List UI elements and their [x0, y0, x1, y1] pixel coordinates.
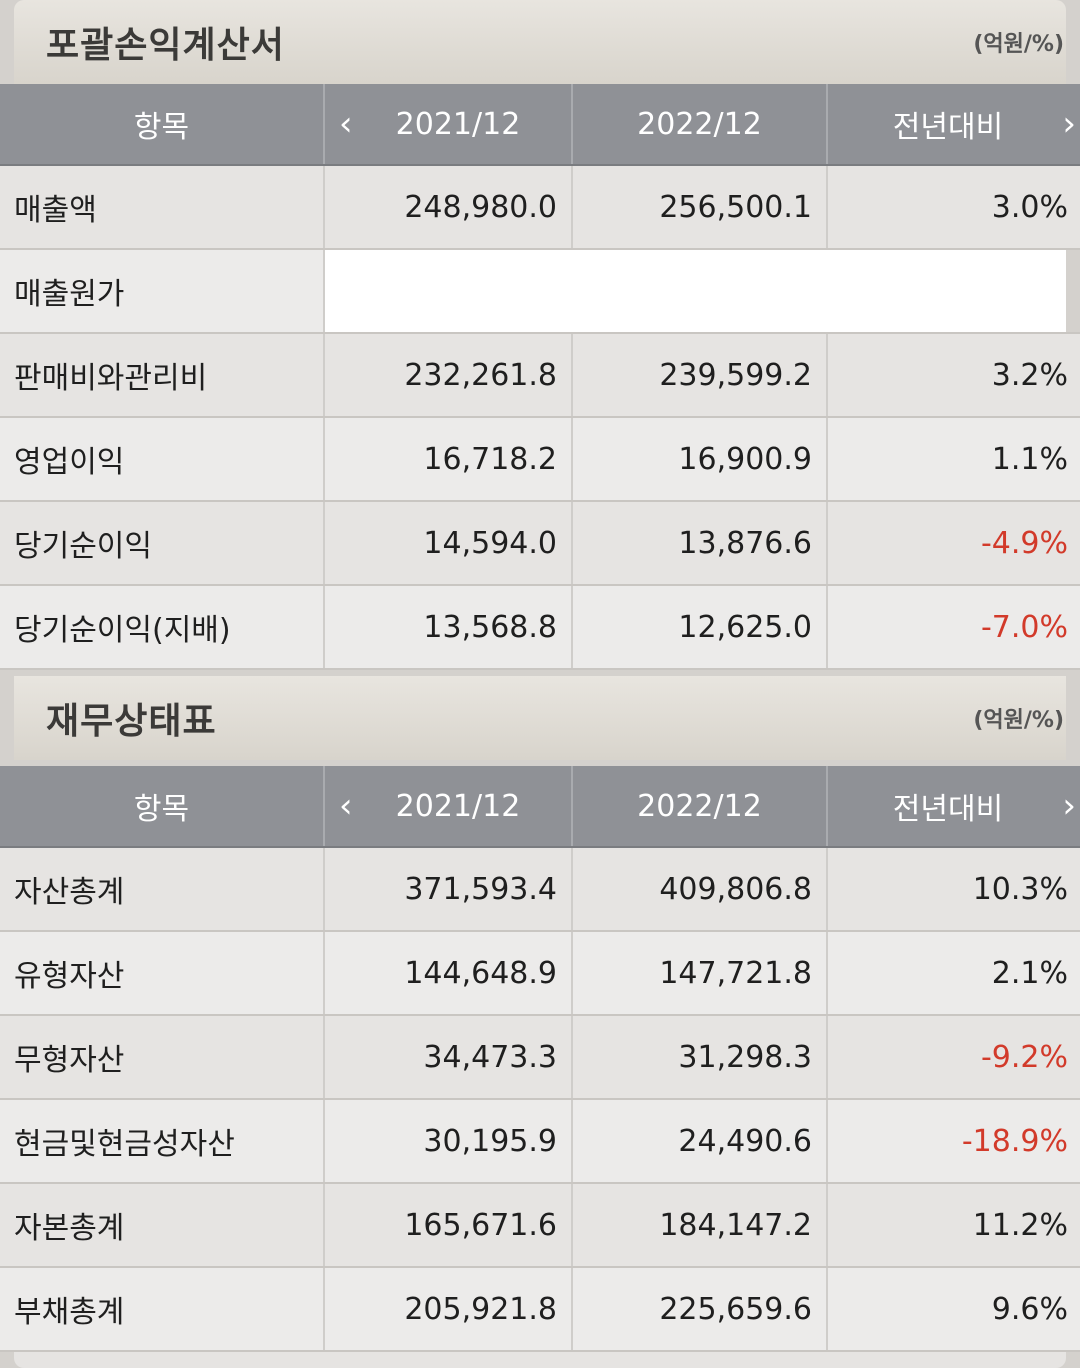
income-statement-unit: (억원/%) — [973, 32, 1064, 57]
value-2021: 232,261.8 — [325, 334, 573, 416]
header-col-2021-label: 2021/12 — [395, 106, 521, 142]
row-label: 당기순이익 — [0, 502, 325, 584]
value-yoy: 3.2% — [828, 334, 1080, 416]
value-yoy: -7.0% — [828, 586, 1080, 668]
header-item-label: 항목 — [133, 792, 190, 827]
value-2022: 12,625.0 — [573, 586, 828, 668]
header-col-yoy: 전년대비 › — [828, 84, 1080, 164]
header-col-yoy-label: 전년대비 — [892, 110, 1004, 145]
value-2022: 409,806.8 — [573, 848, 828, 930]
income-statement-title-bar: 포괄손익계산서 (억원/%) — [14, 0, 1066, 84]
row-label: 자산총계 — [0, 848, 325, 930]
chevron-right-icon[interactable]: › — [1062, 786, 1076, 826]
table-row[interactable]: 판매비와관리비 232,261.8 239,599.2 3.2% — [0, 334, 1080, 418]
header-col-2022: 2022/12 — [573, 766, 828, 846]
row-label: 무형자산 — [0, 1016, 325, 1098]
income-statement-header: 항목 ‹ 2021/12 2022/12 전년대비 › — [0, 84, 1080, 166]
balance-sheet-header: 항목 ‹ 2021/12 2022/12 전년대비 › — [0, 766, 1080, 848]
table-row[interactable]: 매출원가 — [0, 250, 1080, 334]
balance-sheet-rows: 자산총계 371,593.4 409,806.8 10.3% 유형자산 144,648.9… — [0, 848, 1080, 1352]
header-col-yoy: 전년대비 › — [828, 766, 1080, 846]
value-2021: 248,980.0 — [325, 166, 573, 248]
row-label: 자본총계 — [0, 1184, 325, 1266]
value-yoy: 2.1% — [828, 932, 1080, 1014]
balance-sheet-title: 재무상태표 — [46, 701, 217, 742]
row-label: 매출액 — [0, 166, 325, 248]
value-yoy: 1.1% — [828, 418, 1080, 500]
value-yoy: -4.9% — [828, 502, 1080, 584]
balance-sheet-title-bar: 재무상태표 (억원/%) — [14, 676, 1066, 760]
value-2021: 30,195.9 — [325, 1100, 573, 1182]
income-statement-rows: 매출액 248,980.0 256,500.1 3.0% 매출원가 판매비와관리비 232,… — [0, 166, 1080, 670]
balance-sheet-table: 항목 ‹ 2021/12 2022/12 전년대비 › 자산총계 371,593.… — [0, 766, 1080, 1352]
row-label: 영업이익 — [0, 418, 325, 500]
chevron-right-icon[interactable]: › — [1062, 104, 1076, 144]
value-2021: 144,648.9 — [325, 932, 573, 1014]
row-label: 현금및현금성자산 — [0, 1100, 325, 1182]
header-col-2021-label: 2021/12 — [395, 788, 521, 824]
row-label: 유형자산 — [0, 932, 325, 1014]
value-2021: 371,593.4 — [325, 848, 573, 930]
value-2022: 24,490.6 — [573, 1100, 828, 1182]
value-2021: 165,671.6 — [325, 1184, 573, 1266]
value-2021: 16,718.2 — [325, 418, 573, 500]
table-row[interactable]: 당기순이익(지배) 13,568.8 12,625.0 -7.0% — [0, 586, 1080, 670]
value-2022: 184,147.2 — [573, 1184, 828, 1266]
value-2022: 16,900.9 — [573, 418, 828, 500]
value-2021: 13,568.8 — [325, 586, 573, 668]
value-yoy: -9.2% — [828, 1016, 1080, 1098]
value-yoy: 3.0% — [828, 166, 1080, 248]
empty-cell — [325, 250, 1066, 332]
income-statement-table: 항목 ‹ 2021/12 2022/12 전년대비 › 매출액 248,980.0… — [0, 84, 1080, 670]
value-2022: 256,500.1 — [573, 166, 828, 248]
row-label: 판매비와관리비 — [0, 334, 325, 416]
value-2022: 239,599.2 — [573, 334, 828, 416]
header-item-label: 항목 — [133, 110, 190, 145]
header-col-yoy-label: 전년대비 — [892, 792, 1004, 827]
header-item: 항목 — [0, 84, 325, 164]
chevron-left-icon[interactable]: ‹ — [339, 104, 353, 144]
value-2021: 14,594.0 — [325, 502, 573, 584]
header-col-2022-label: 2022/12 — [637, 106, 762, 142]
row-label: 매출원가 — [0, 250, 325, 332]
value-2022: 13,876.6 — [573, 502, 828, 584]
value-2021: 205,921.8 — [325, 1268, 573, 1350]
table-row[interactable]: 매출액 248,980.0 256,500.1 3.0% — [0, 166, 1080, 250]
header-col-2021: ‹ 2021/12 — [325, 84, 573, 164]
balance-sheet-unit: (억원/%) — [973, 708, 1064, 733]
value-yoy: -18.9% — [828, 1100, 1080, 1182]
value-2022: 147,721.8 — [573, 932, 828, 1014]
header-col-2021: ‹ 2021/12 — [325, 766, 573, 846]
table-row[interactable]: 자산총계 371,593.4 409,806.8 10.3% — [0, 848, 1080, 932]
row-label: 당기순이익(지배) — [0, 586, 325, 668]
value-yoy: 9.6% — [828, 1268, 1080, 1350]
value-yoy: 10.3% — [828, 848, 1080, 930]
header-item: 항목 — [0, 766, 325, 846]
chevron-left-icon[interactable]: ‹ — [339, 786, 353, 826]
value-yoy: 11.2% — [828, 1184, 1080, 1266]
row-label: 부채총계 — [0, 1268, 325, 1350]
table-row[interactable]: 유형자산 144,648.9 147,721.8 2.1% — [0, 932, 1080, 1016]
bottom-edge — [14, 1352, 1066, 1368]
value-2022: 225,659.6 — [573, 1268, 828, 1350]
value-2021: 34,473.3 — [325, 1016, 573, 1098]
table-row[interactable]: 자본총계 165,671.6 184,147.2 11.2% — [0, 1184, 1080, 1268]
table-row[interactable]: 당기순이익 14,594.0 13,876.6 -4.9% — [0, 502, 1080, 586]
value-2022: 31,298.3 — [573, 1016, 828, 1098]
header-col-2022-label: 2022/12 — [637, 788, 762, 824]
income-statement-title: 포괄손익계산서 — [46, 25, 285, 66]
table-row[interactable]: 현금및현금성자산 30,195.9 24,490.6 -18.9% — [0, 1100, 1080, 1184]
table-row[interactable]: 부채총계 205,921.8 225,659.6 9.6% — [0, 1268, 1080, 1352]
header-col-2022: 2022/12 — [573, 84, 828, 164]
table-row[interactable]: 무형자산 34,473.3 31,298.3 -9.2% — [0, 1016, 1080, 1100]
table-row[interactable]: 영업이익 16,718.2 16,900.9 1.1% — [0, 418, 1080, 502]
